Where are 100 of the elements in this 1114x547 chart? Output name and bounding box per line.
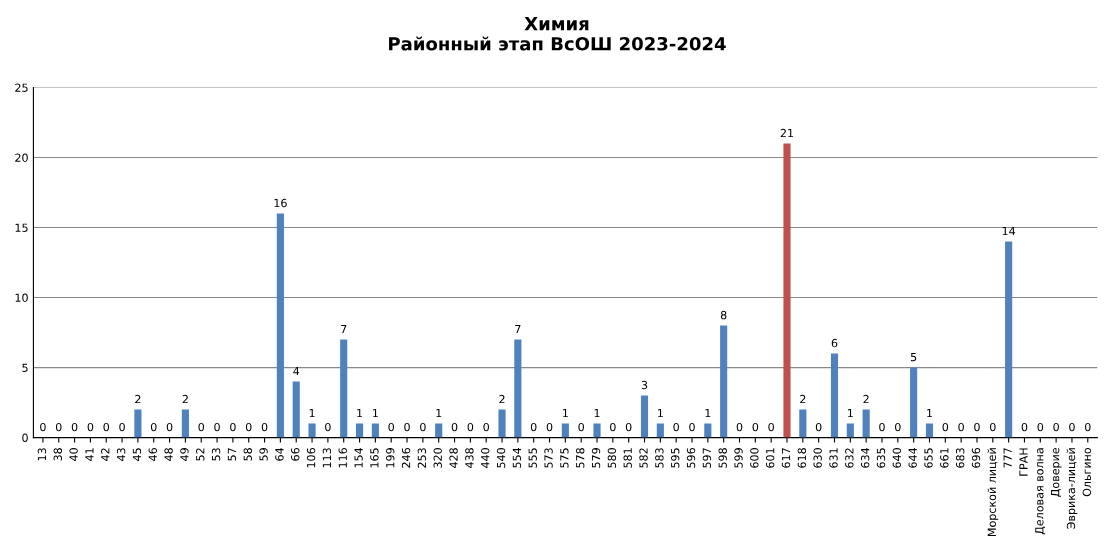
x-tick-label: Доверие — [1051, 447, 1062, 497]
x-tick-label: 440 — [481, 448, 490, 468]
bar — [292, 381, 300, 438]
data-label: 0 — [214, 422, 220, 432]
data-label: 5 — [910, 353, 917, 362]
x-tick-label: 661 — [940, 448, 949, 468]
data-label: 0 — [689, 422, 695, 432]
bar — [514, 339, 522, 438]
x-tick-label: 644 — [908, 447, 917, 468]
data-label: 4 — [293, 367, 300, 376]
x-tick-label: 52 — [196, 448, 205, 461]
bar — [846, 423, 854, 438]
data-label: 0 — [404, 422, 410, 432]
bar — [181, 409, 189, 438]
bar — [656, 423, 664, 438]
x-tick-label: 59 — [259, 448, 268, 461]
x-tick-label: 583 — [655, 448, 664, 468]
data-label: 1 — [658, 409, 663, 418]
data-label: 6 — [831, 338, 838, 348]
data-label: 0 — [166, 422, 173, 432]
x-tick-label: 38 — [53, 448, 62, 461]
data-label: 0 — [245, 422, 252, 432]
x-tick-label: 42 — [101, 448, 110, 461]
x-tick-label: 48 — [164, 448, 173, 461]
y-tick-label: 10 — [15, 293, 28, 302]
data-label: 8 — [720, 310, 727, 320]
data-label: 0 — [1037, 422, 1044, 432]
x-tick-label: 618 — [797, 448, 807, 468]
x-tick-label: 573 — [544, 448, 553, 468]
data-label: 0 — [119, 422, 125, 432]
data-label: 16 — [274, 198, 287, 208]
chart-title: Химия Районный этап ВсОШ 2023-2024 — [389, 16, 726, 51]
x-tick-label: 199 — [386, 448, 395, 468]
data-label: 7 — [515, 325, 521, 334]
x-tick-label: 41 — [85, 448, 94, 461]
data-label: 2 — [182, 394, 188, 404]
bar — [862, 409, 870, 438]
x-tick-label: 581 — [623, 448, 632, 468]
data-label: 21 — [780, 128, 794, 138]
data-label: 2 — [863, 394, 869, 404]
bar — [276, 213, 284, 438]
data-label: 0 — [103, 422, 110, 432]
x-tick-label: 578 — [576, 448, 585, 468]
bar — [925, 423, 934, 438]
data-label: 2 — [800, 394, 806, 404]
x-tick-label: 575 — [560, 448, 569, 468]
y-tick-label: 15 — [15, 223, 28, 232]
x-tick-label: 106 — [306, 448, 316, 468]
x-tick-label: Деловая волна — [1035, 448, 1046, 535]
data-label: 1 — [705, 409, 711, 418]
data-label: 0 — [736, 422, 743, 432]
x-tick-label: 630 — [813, 448, 822, 468]
y-tick-label: 5 — [22, 363, 28, 372]
data-label: 0 — [1084, 422, 1091, 432]
data-label: 0 — [815, 422, 822, 432]
data-label: 0 — [942, 422, 949, 432]
x-tick-label: 596 — [686, 448, 696, 468]
x-tick-label: 320 — [433, 448, 442, 468]
bar — [308, 423, 316, 438]
data-label: 0 — [546, 422, 553, 432]
bar — [355, 423, 364, 438]
x-tick-label: 113 — [322, 448, 332, 468]
data-label: 1 — [594, 409, 600, 418]
x-tick-label: 57 — [227, 448, 237, 461]
x-tick-label: 640 — [892, 448, 902, 468]
x-tick-label: 13 — [37, 448, 47, 461]
bar — [371, 423, 379, 438]
data-label: 0 — [768, 422, 774, 432]
x-tick-label: 49 — [180, 448, 189, 461]
x-tick-label: 45 — [132, 448, 142, 461]
data-label: 0 — [71, 422, 78, 432]
data-label: 1 — [927, 409, 932, 418]
data-label: 0 — [673, 422, 679, 432]
x-tick-label: 683 — [955, 448, 965, 468]
x-tick-label: 53 — [211, 448, 221, 461]
x-tick-label: 597 — [702, 448, 712, 468]
x-tick-label: 43 — [116, 448, 126, 461]
data-label: 1 — [436, 409, 442, 418]
data-label: 0 — [1053, 422, 1059, 432]
x-tick-label: 580 — [607, 448, 617, 468]
data-label: 0 — [261, 422, 268, 432]
x-tick-label: 438 — [465, 448, 474, 468]
data-label: 1 — [357, 409, 363, 418]
data-label: 0 — [40, 422, 46, 432]
x-tick-label: 655 — [924, 448, 933, 468]
bar — [640, 395, 649, 438]
data-label: 0 — [958, 422, 964, 432]
data-label: 0 — [420, 422, 426, 432]
x-tick-label: 555 — [528, 448, 537, 468]
x-tick-label: 165 — [370, 448, 379, 468]
bar — [561, 423, 569, 438]
x-tick-label: 635 — [876, 448, 886, 468]
data-label: 0 — [87, 422, 94, 432]
data-label: 0 — [625, 422, 632, 432]
data-label: 0 — [990, 422, 996, 432]
bar — [435, 423, 443, 438]
bar — [783, 143, 791, 438]
x-tick-label: 40 — [69, 448, 78, 461]
x-tick-label: 600 — [750, 448, 759, 468]
x-tick-label: 540 — [496, 448, 506, 468]
